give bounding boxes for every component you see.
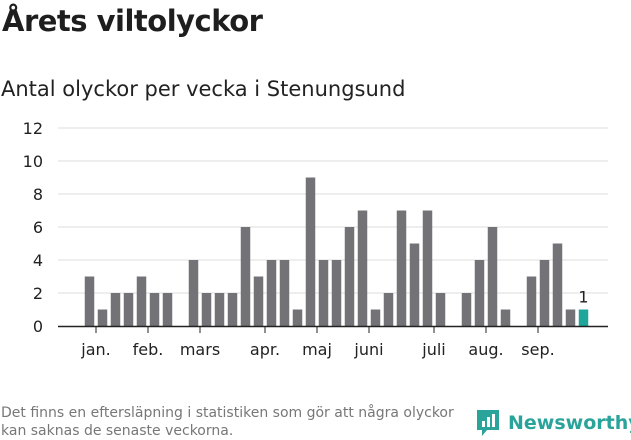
chart-title: Årets viltolyckor — [2, 4, 263, 38]
bar — [149, 293, 160, 326]
bar — [201, 293, 212, 326]
bar — [357, 210, 368, 326]
bar — [110, 293, 121, 326]
bar-highlight — [578, 309, 589, 326]
y-tick-label: 6 — [33, 218, 43, 237]
bar — [214, 293, 225, 326]
y-axis-ticks: 0 2 4 6 8 10 12 — [23, 119, 43, 336]
bar — [292, 309, 303, 326]
grid-lines — [58, 127, 608, 294]
newsworthy-logo-icon — [477, 410, 499, 436]
bar — [370, 309, 381, 326]
x-tick-label: maj — [302, 340, 332, 359]
bar — [253, 276, 264, 326]
x-tick-label: juli — [421, 340, 445, 359]
bar — [279, 260, 290, 326]
bar — [565, 309, 576, 326]
x-tick-label: apr. — [250, 340, 280, 359]
y-tick-label: 8 — [33, 185, 43, 204]
bar — [84, 276, 95, 326]
x-tick-label: juni — [353, 340, 383, 359]
bar — [461, 293, 472, 326]
bar — [539, 260, 550, 326]
highlight-value-label: 1 — [578, 288, 588, 307]
bar — [552, 243, 563, 326]
bar — [123, 293, 134, 326]
bar — [487, 227, 498, 326]
x-tick-label: aug. — [468, 340, 503, 359]
bar — [331, 260, 342, 326]
y-tick-label: 10 — [23, 152, 43, 171]
bar — [474, 260, 485, 326]
footnote: Det finns en eftersläpning i statistiken… — [1, 405, 454, 439]
bars: 1 — [84, 177, 589, 326]
bar — [97, 309, 108, 326]
brand-logo: Newsworthy — [475, 408, 631, 438]
bar — [162, 293, 173, 326]
bar — [136, 276, 147, 326]
x-axis — [58, 325, 608, 333]
bar — [305, 177, 316, 326]
bar — [266, 260, 277, 326]
x-axis-labels: jan. feb. mars apr. maj juni juli aug. sep. — [80, 340, 554, 359]
y-tick-label: 12 — [23, 119, 43, 138]
bar — [383, 293, 394, 326]
y-tick-label: 4 — [33, 251, 43, 270]
x-tick-label: jan. — [80, 340, 110, 359]
brand-name: Newsworthy — [508, 412, 631, 434]
x-tick-label: feb. — [133, 340, 164, 359]
bar-chart: 0 2 4 6 8 10 12 1 jan. feb. mars apr. maj juni juli a… — [23, 119, 608, 359]
bar — [500, 309, 511, 326]
bar — [526, 276, 537, 326]
bar — [188, 260, 199, 326]
x-tick-label: sep. — [521, 340, 554, 359]
y-tick-label: 0 — [33, 317, 43, 336]
bar — [344, 227, 355, 326]
bar — [227, 293, 238, 326]
bar — [240, 227, 251, 326]
chart-subtitle: Antal olyckor per vecka i Stenungsund — [1, 77, 406, 101]
bar — [409, 243, 420, 326]
bar — [396, 210, 407, 326]
y-tick-label: 2 — [33, 284, 43, 303]
bar — [318, 260, 329, 326]
bar — [422, 210, 433, 326]
x-tick-label: mars — [180, 340, 220, 359]
bar — [435, 293, 446, 326]
